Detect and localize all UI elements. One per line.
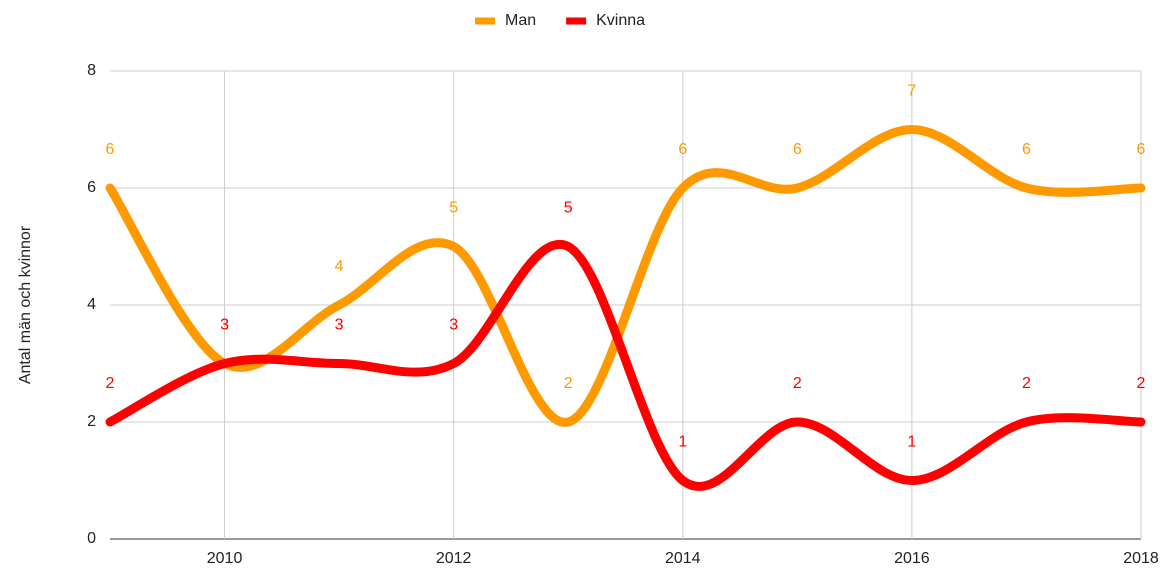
data-label: 6 bbox=[678, 141, 687, 158]
x-tick-label: 2014 bbox=[665, 550, 701, 567]
y-tick-label: 8 bbox=[87, 62, 96, 79]
x-tick-label: 2018 bbox=[1123, 550, 1159, 567]
data-label: 3 bbox=[220, 317, 229, 334]
data-label: 3 bbox=[335, 317, 344, 334]
x-tick-label: 2012 bbox=[436, 550, 472, 567]
data-label: 6 bbox=[106, 141, 115, 158]
y-tick-label: 0 bbox=[87, 530, 96, 547]
data-label: 6 bbox=[1022, 141, 1031, 158]
data-label: 2 bbox=[1022, 375, 1031, 392]
data-label: 6 bbox=[1137, 141, 1146, 158]
legend-label: Kvinna bbox=[596, 12, 645, 29]
data-label: 3 bbox=[220, 317, 229, 334]
data-label: 1 bbox=[678, 434, 687, 451]
y-tick-label: 4 bbox=[87, 296, 96, 313]
y-tick-label: 6 bbox=[87, 179, 96, 196]
data-label: 3 bbox=[449, 317, 458, 334]
data-label: 5 bbox=[449, 200, 458, 217]
y-tick-label: 2 bbox=[87, 413, 96, 430]
data-label: 1 bbox=[907, 434, 916, 451]
data-label: 2 bbox=[1137, 375, 1146, 392]
x-tick-label: 2010 bbox=[207, 550, 243, 567]
x-tick-label: 2016 bbox=[894, 550, 930, 567]
line-series bbox=[105, 239, 1146, 491]
y-axis-label: Antal män och kvinnor bbox=[17, 225, 34, 384]
data-label: 6 bbox=[793, 141, 802, 158]
data-label: 2 bbox=[793, 375, 802, 392]
line-series bbox=[105, 124, 1146, 427]
data-label: 2 bbox=[106, 375, 115, 392]
data-label: 4 bbox=[335, 258, 344, 275]
data-label: 2 bbox=[564, 375, 573, 392]
data-label: 7 bbox=[907, 83, 916, 100]
legend-label: Man bbox=[505, 12, 536, 29]
data-label: 5 bbox=[564, 200, 573, 217]
